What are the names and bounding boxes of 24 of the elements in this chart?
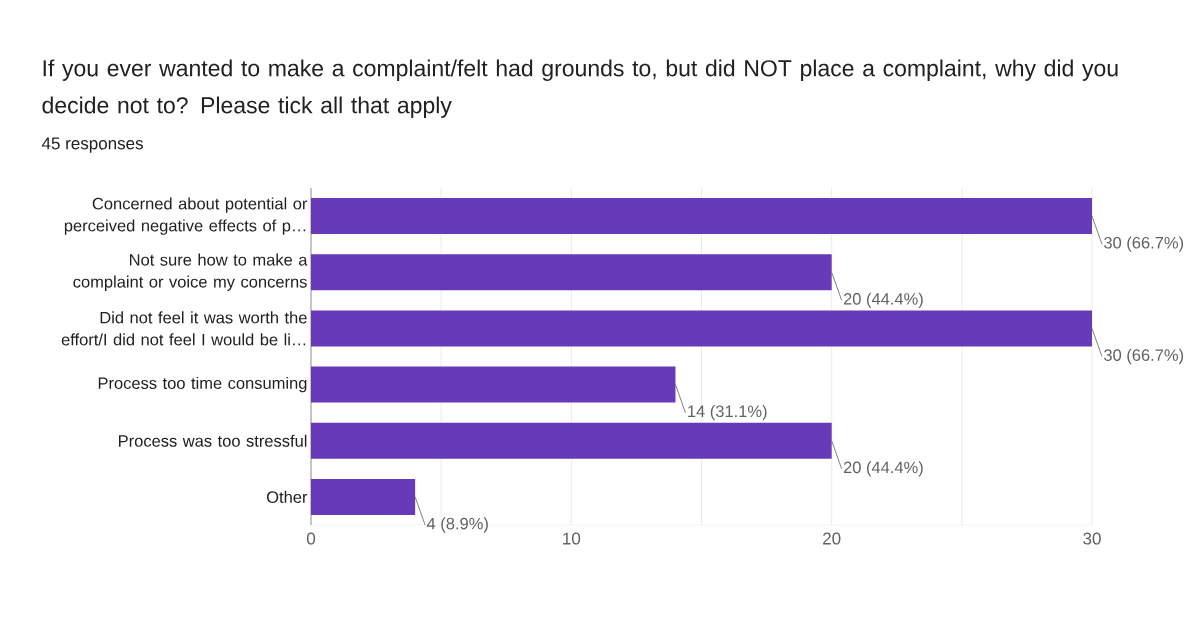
data-label: 20 (44.4%) <box>843 292 923 309</box>
data-label: 14 (31.1%) <box>688 404 767 421</box>
y-tick-label: Not sure how to make a complaint or voice my concerns <box>73 253 308 291</box>
x-tick-label: 20 <box>823 532 841 545</box>
bar <box>311 366 676 403</box>
x-tick-label: 30 <box>1083 532 1101 545</box>
bar <box>311 310 1092 347</box>
x-tick-label: 0 <box>306 532 316 545</box>
x-tick-label: 10 <box>563 532 581 545</box>
bar <box>311 254 832 291</box>
y-tick-label: Other <box>266 490 308 503</box>
y-tick-label: Process too time consuming <box>98 376 307 393</box>
bar <box>311 478 416 515</box>
chart-title: If you ever wanted to make a complaint/felt had grounds to, but did NOT place a complaint, why did you decide not to? Please tick all that apply <box>42 59 1118 118</box>
y-tick-label: Did not feel it was worth the effort/I did not feel I would be li… <box>61 311 307 346</box>
data-label: 30 (66.7%) <box>1104 236 1184 252</box>
y-tick-label: Process was too stressful <box>119 434 307 447</box>
data-label: 30 (66.7%) <box>1104 348 1184 365</box>
data-label: 20 (44.4%) <box>843 461 923 477</box>
bar <box>311 422 832 459</box>
data-label: 4 (8.9%) <box>426 517 488 533</box>
text: 45 responses <box>41 137 143 153</box>
bar <box>311 198 1092 235</box>
y-tick-label: Concerned about potential or perceived negative effects of p… <box>64 197 308 235</box>
